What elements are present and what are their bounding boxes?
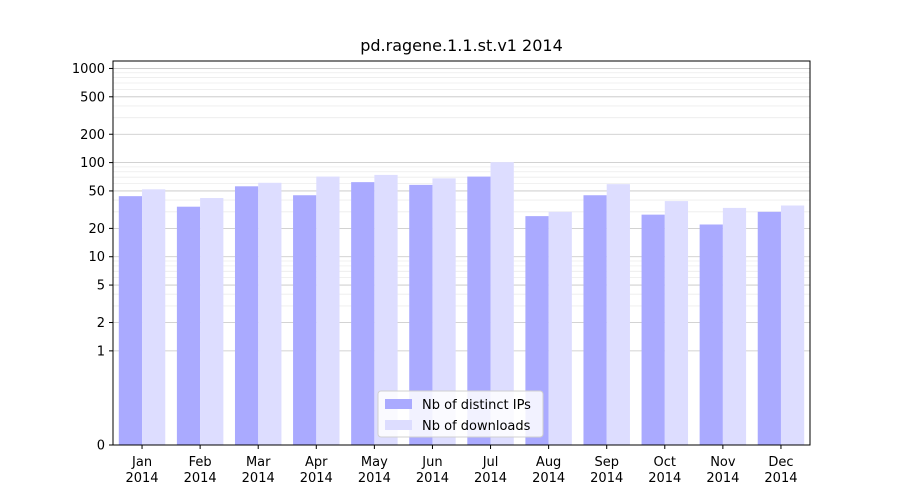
bar-downloads-11 — [780, 205, 805, 445]
bar-downloads-10 — [722, 207, 747, 445]
bar-downloads-3 — [316, 176, 340, 445]
y-tick-label: 5 — [97, 279, 105, 294]
legend-swatch — [385, 399, 412, 409]
x-tick-label: Mar 2014 — [242, 455, 275, 486]
bar-ips-4 — [351, 182, 375, 445]
bar-ips-7 — [525, 216, 549, 445]
x-axis: Jan 2014 Feb 2014 Mar 2014 Apr 2014 May 2014 Jun 20… — [125, 445, 798, 486]
y-tick-label: 1 — [97, 344, 105, 359]
legend: Nb of distinct IPs Nb of downloads — [377, 390, 544, 438]
y-axis: 0 1 2 5 10 20 50 100 200 500 1000 — [72, 62, 113, 454]
bar-downloads-8 — [606, 184, 630, 445]
bar-ips-10 — [699, 224, 723, 445]
y-tick-label: 1000 — [72, 62, 105, 77]
bar-ips-9 — [641, 214, 665, 445]
x-tick-label: Sep 2014 — [590, 455, 623, 486]
x-tick-label: Apr 2014 — [300, 455, 333, 486]
legend-label: Nb of distinct IPs — [422, 398, 531, 413]
x-tick-label: Jul 2014 — [474, 455, 507, 486]
y-tick-label: 10 — [88, 250, 105, 265]
bar-downloads-9 — [664, 201, 689, 445]
x-tick-label: Dec 2014 — [764, 455, 797, 486]
bar-ips-5 — [409, 184, 433, 445]
bar-downloads-5 — [432, 178, 456, 445]
bar-ips-3 — [293, 195, 317, 445]
x-tick-label: Nov 2014 — [706, 455, 739, 486]
bar-downloads-0 — [142, 189, 166, 445]
bar-downloads-2 — [258, 182, 282, 445]
bar-ips-2 — [234, 186, 259, 445]
y-tick-label: 200 — [80, 128, 105, 143]
bar-ips-11 — [757, 211, 781, 445]
y-tick-label: 20 — [88, 222, 105, 237]
y-tick-label: 50 — [88, 184, 105, 199]
bar-ips-0 — [118, 196, 143, 445]
y-tick-label: 100 — [80, 156, 105, 171]
grid — [113, 68, 810, 352]
legend-box — [377, 390, 544, 438]
plot-frame — [112, 60, 811, 446]
bar-ips-6 — [467, 176, 491, 445]
chart-title: pd.ragene.1.1.st.v1 2014 — [360, 36, 563, 55]
bar-downloads-4 — [374, 174, 398, 446]
y-tick-label: 0 — [97, 439, 105, 454]
bar-ips-1 — [176, 206, 201, 445]
bar-ips-8 — [583, 195, 607, 445]
y-tick-label: 500 — [80, 90, 105, 105]
x-tick-label: Oct 2014 — [648, 455, 681, 486]
x-tick-label: Jun 2014 — [416, 455, 449, 486]
bars — [118, 162, 805, 446]
bar-downloads-6 — [490, 162, 514, 445]
bar-downloads-7 — [548, 211, 572, 445]
bar-downloads-1 — [200, 198, 224, 445]
x-tick-label: Feb 2014 — [184, 455, 217, 486]
x-tick-label: May 2014 — [358, 455, 391, 486]
x-tick-label: Aug 2014 — [532, 455, 565, 486]
y-tick-label: 2 — [97, 316, 105, 331]
x-tick-label: Jan 2014 — [125, 455, 158, 486]
legend-swatch — [385, 420, 412, 430]
legend-label: Nb of downloads — [422, 419, 531, 434]
